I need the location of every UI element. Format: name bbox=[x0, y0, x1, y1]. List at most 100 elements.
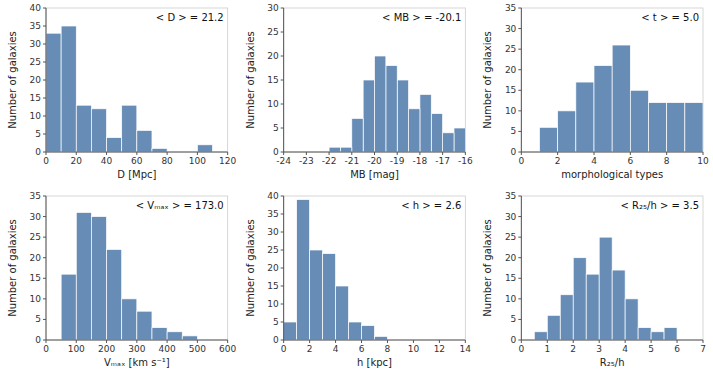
histogram-bar bbox=[336, 286, 349, 340]
y-tick-label: 5 bbox=[273, 317, 279, 327]
y-tick bbox=[281, 340, 284, 341]
x-tick-label: 7 bbox=[700, 344, 706, 354]
y-tick bbox=[43, 134, 46, 135]
y-tick-label: 30 bbox=[267, 3, 279, 13]
x-tick-label: 120 bbox=[219, 156, 236, 166]
histogram-bar bbox=[664, 328, 677, 340]
x-tick bbox=[677, 340, 678, 343]
plot-area bbox=[46, 8, 228, 152]
y-tick bbox=[281, 268, 284, 269]
histogram-bar bbox=[107, 138, 122, 152]
histogram-bar bbox=[46, 33, 61, 152]
bars bbox=[534, 237, 677, 340]
y-tick bbox=[518, 28, 521, 29]
histogram-bar bbox=[362, 326, 375, 340]
y-tick-label: 5 bbox=[273, 123, 279, 133]
y-tick-label: 0 bbox=[273, 147, 279, 157]
y-tick bbox=[518, 90, 521, 91]
panel: 0204060801001200510152025303540D [Mpc]Nu… bbox=[7, 3, 237, 180]
x-tick-label: 10 bbox=[408, 344, 420, 354]
histogram-bar bbox=[76, 105, 91, 152]
y-tick bbox=[281, 196, 284, 197]
plot-area bbox=[284, 196, 466, 340]
panel: 024681005101520253035morphological types… bbox=[482, 3, 709, 180]
y-axis-label: Number of galaxies bbox=[482, 31, 493, 129]
histogram-bar bbox=[573, 258, 586, 340]
panel: 010020030040050060005101520253035Vₘₐₓ [k… bbox=[7, 191, 237, 368]
y-tick-label: 25 bbox=[30, 232, 41, 242]
histogram-bar bbox=[76, 212, 91, 340]
x-tick-label: 2 bbox=[555, 156, 561, 166]
x-tick bbox=[335, 340, 336, 343]
x-tick-label: 4 bbox=[622, 344, 628, 354]
x-tick-label: -16 bbox=[458, 156, 473, 166]
y-tick bbox=[518, 110, 521, 111]
y-tick-label: 40 bbox=[30, 3, 42, 13]
y-tick-label: 10 bbox=[30, 111, 42, 121]
histogram-bar bbox=[137, 311, 152, 340]
y-tick-label: 25 bbox=[505, 44, 516, 54]
x-tick bbox=[136, 152, 137, 155]
bars bbox=[46, 26, 213, 152]
x-axis-label: R₂₅/h bbox=[600, 357, 625, 368]
x-tick-label: -18 bbox=[413, 156, 428, 166]
histogram-bar bbox=[375, 56, 386, 152]
y-tick bbox=[518, 49, 521, 50]
y-tick-label: 15 bbox=[30, 93, 41, 103]
y-tick-label: 20 bbox=[267, 263, 279, 273]
x-tick bbox=[413, 340, 414, 343]
annotation: < R₂₅/h > = 3.5 bbox=[621, 200, 699, 211]
histogram-bar bbox=[420, 94, 431, 152]
y-tick bbox=[281, 304, 284, 305]
histogram-bar bbox=[352, 118, 363, 152]
panel: 0123456705101520253035R₂₅/hNumber of gal… bbox=[482, 191, 706, 368]
histogram-bar bbox=[167, 332, 182, 340]
y-tick-label: 15 bbox=[267, 281, 278, 291]
y-axis-label: Number of galaxies bbox=[7, 31, 18, 129]
x-axis-line bbox=[284, 340, 466, 341]
x-tick-label: 2 bbox=[307, 344, 313, 354]
histogram-bar bbox=[340, 147, 351, 152]
y-tick bbox=[43, 196, 46, 197]
y-tick-label: 20 bbox=[30, 253, 42, 263]
y-tick-label: 5 bbox=[35, 129, 41, 139]
histogram-bar bbox=[612, 45, 630, 152]
histogram-bar bbox=[625, 299, 638, 340]
x-tick-label: 4 bbox=[591, 156, 597, 166]
y-tick bbox=[518, 69, 521, 70]
panel: -16-17-18-19-20-21-22-23-24051015202530M… bbox=[245, 3, 473, 180]
y-axis-label: Number of galaxies bbox=[245, 31, 256, 129]
x-tick-label: 40 bbox=[101, 156, 113, 166]
y-tick bbox=[43, 298, 46, 299]
y-axis-label: Number of galaxies bbox=[7, 219, 18, 317]
y-tick bbox=[518, 340, 521, 341]
x-tick-label: 20 bbox=[71, 156, 83, 166]
x-tick-label: 14 bbox=[460, 344, 472, 354]
annotation: < D > = 21.2 bbox=[156, 12, 224, 23]
x-tick-label: 10 bbox=[697, 156, 709, 166]
x-tick-label: 100 bbox=[189, 156, 206, 166]
histogram-bar bbox=[409, 109, 420, 152]
y-tick-label: 35 bbox=[505, 191, 516, 201]
y-tick bbox=[43, 278, 46, 279]
x-tick-label: 100 bbox=[68, 344, 85, 354]
y-tick-label: 30 bbox=[505, 24, 517, 34]
x-tick-label: 600 bbox=[219, 344, 236, 354]
x-tick bbox=[439, 340, 440, 343]
x-tick-label: 0 bbox=[518, 344, 524, 354]
x-tick bbox=[197, 152, 198, 155]
x-tick-label: -17 bbox=[435, 156, 450, 166]
histogram-bar bbox=[685, 103, 703, 152]
y-tick bbox=[43, 237, 46, 238]
y-tick-label: 25 bbox=[267, 245, 278, 255]
histogram-bar bbox=[397, 80, 408, 152]
x-tick bbox=[573, 340, 574, 343]
annotation: < Vₘₐₓ > = 173.0 bbox=[136, 200, 224, 211]
y-tick bbox=[281, 232, 284, 233]
histogram-bar bbox=[649, 103, 667, 152]
y-tick-label: 15 bbox=[30, 273, 41, 283]
x-tick bbox=[76, 340, 77, 343]
y-tick bbox=[43, 216, 46, 217]
x-tick bbox=[630, 152, 631, 155]
histogram-bar bbox=[594, 66, 612, 152]
